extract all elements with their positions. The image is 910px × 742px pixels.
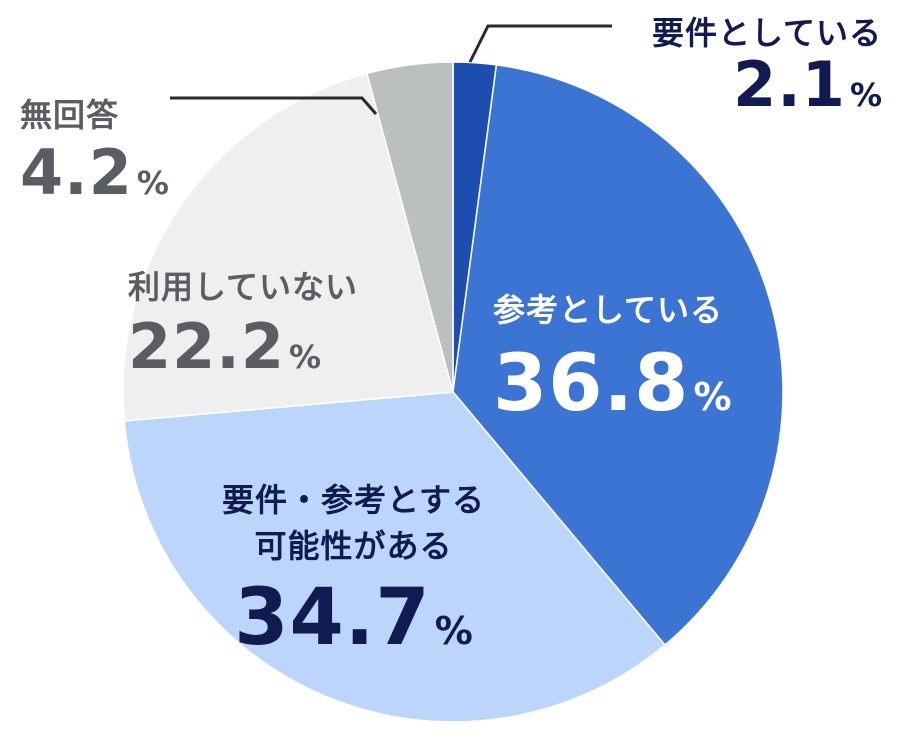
pie-slice-4: [366, 61, 454, 393]
percent-sign: %: [288, 338, 322, 376]
percent-sign: %: [136, 164, 169, 202]
slice-value: 4.2: [20, 136, 133, 209]
slice-name: 利用していない: [128, 268, 359, 306]
label-sankou: 参考としている 36.8%: [493, 285, 732, 423]
slice-name-line-2: 可能性がある: [254, 527, 453, 565]
label-riyou: 利用していない 22.2%: [128, 262, 358, 378]
slice-value: 34.7: [234, 573, 431, 663]
percent-sign: %: [693, 375, 732, 419]
percent-sign: %: [849, 76, 882, 114]
slice-name: 参考としている: [493, 291, 724, 329]
label-mukaitou: 無回答 4.2%: [20, 90, 169, 204]
slice-name-line-1: 要件・参考とする: [222, 481, 486, 519]
percent-sign: %: [434, 609, 473, 653]
slice-value: 2.1: [733, 48, 846, 121]
slice-name: 無回答: [20, 96, 120, 134]
leader-line-mukaitou: [170, 96, 378, 115]
label-kanousei: 要件・参考とする 可能性がある 34.7%: [222, 475, 485, 657]
pie-slice-2: [123, 391, 667, 723]
leader-line-youken: [468, 24, 612, 63]
slice-name: 要件としている: [651, 14, 882, 52]
pie-slice-3: [122, 72, 454, 422]
slice-value: 22.2: [128, 310, 285, 383]
label-youken: 要件としている 2.1%: [652, 8, 882, 116]
slice-value: 36.8: [493, 339, 690, 429]
pie-slice-1: [452, 64, 784, 647]
